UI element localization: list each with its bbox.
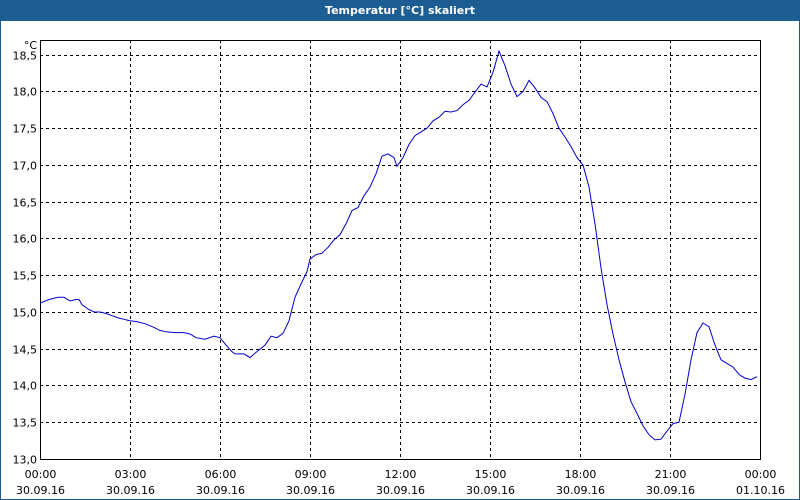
x-tick-date-label: 30.09.16 (646, 484, 695, 497)
y-tick-label: 18,0 (13, 86, 38, 99)
x-tick-time-label: 15:00 (475, 468, 507, 481)
y-tick-label: 14,5 (13, 344, 38, 357)
y-tick-label: 15,5 (13, 270, 38, 283)
x-tick-time-label: 18:00 (565, 468, 597, 481)
x-tick-time-label: 06:00 (205, 468, 237, 481)
x-tick-date-label: 30.09.16 (466, 484, 515, 497)
x-tick-date-label: 30.09.16 (286, 484, 335, 497)
y-tick-label: 17,5 (13, 123, 38, 136)
temperature-series-line (39, 49, 758, 441)
window-title: Temperatur [°C] skaliert (1, 1, 799, 21)
x-tick-date-label: 30.09.16 (196, 484, 245, 497)
plot-frame (40, 40, 761, 460)
x-tick-time-label: 03:00 (115, 468, 147, 481)
y-tick-label: 13,0 (13, 454, 38, 467)
x-tick-date-label: 30.09.16 (376, 484, 425, 497)
y-tick-label: 17,0 (13, 160, 38, 173)
grid-lines (40, 40, 760, 459)
x-tick-time-label: 21:00 (655, 468, 687, 481)
y-axis-unit-label: °C (24, 39, 38, 52)
x-tick-date-label: 30.09.16 (16, 484, 65, 497)
y-tick-label: 18,5 (13, 50, 38, 63)
y-tick-label: 16,0 (13, 233, 38, 246)
y-tick-label: 15,0 (13, 307, 38, 320)
x-tick-time-label: 00:00 (745, 468, 777, 481)
y-axis-ticks: 13,0 13,5 14,0 14,5 15,0 15,5 16,0 16,5 17,0 17,5… (13, 50, 38, 467)
y-tick-label: 13,5 (13, 417, 38, 430)
x-tick-date-label: 01.10.16 (736, 484, 785, 497)
y-tick-label: 14,0 (13, 380, 38, 393)
x-axis-ticks: 00:00 30.09.16 03:00 30.09.16 06:00 30.09.16 0… (16, 468, 785, 497)
x-tick-date-label: 30.09.16 (106, 484, 155, 497)
x-tick-time-label: 09:00 (295, 468, 327, 481)
x-tick-time-label: 00:00 (25, 468, 57, 481)
y-tick-label: 16,5 (13, 197, 38, 210)
x-tick-time-label: 12:00 (385, 468, 417, 481)
x-tick-date-label: 30.09.16 (556, 484, 605, 497)
